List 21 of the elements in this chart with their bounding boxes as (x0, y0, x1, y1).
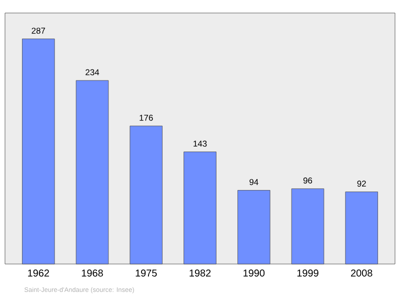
data-label: 234 (86, 69, 100, 76)
data-label: 92 (357, 180, 366, 187)
bar (130, 126, 162, 264)
data-label: 143 (194, 140, 207, 147)
data-label: 96 (303, 178, 312, 184)
data-label: 176 (140, 114, 153, 121)
data-label: 287 (32, 28, 46, 34)
x-tick-label: 1962 (28, 270, 49, 277)
x-tick-label: 1968 (82, 270, 103, 277)
x-tick-label: 1990 (244, 270, 265, 277)
bar (22, 38, 55, 264)
x-tick-label: 2008 (351, 270, 372, 277)
bar (291, 188, 324, 264)
x-tick-label: 1999 (297, 270, 318, 277)
data-label: 94 (250, 179, 258, 186)
x-tick-label: 1975 (136, 270, 157, 277)
bar (184, 152, 216, 264)
bar (76, 80, 109, 264)
bar (345, 192, 378, 264)
x-tick-label: 1982 (190, 270, 211, 277)
bar (238, 190, 270, 264)
